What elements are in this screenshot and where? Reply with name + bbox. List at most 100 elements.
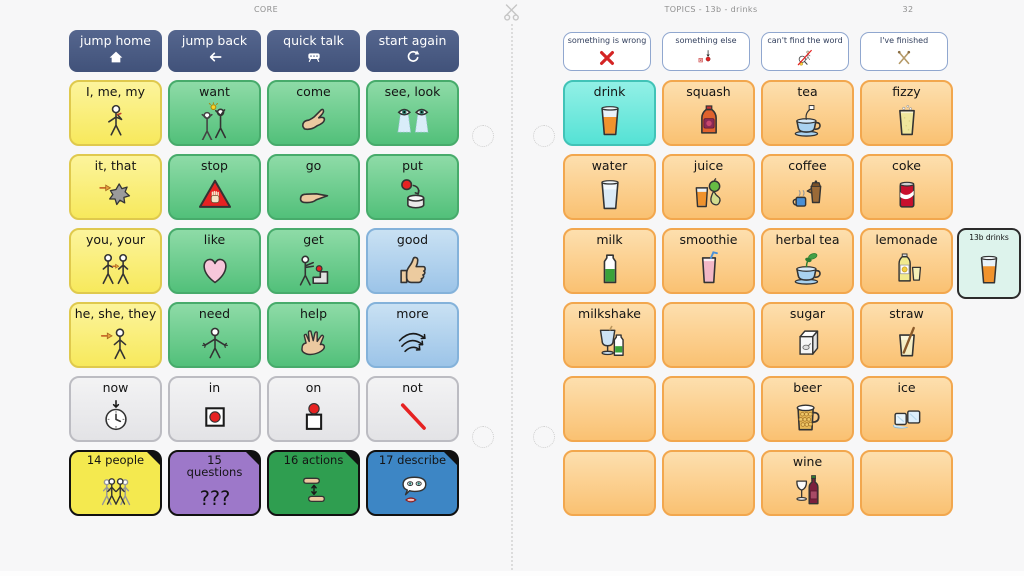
cell-label: need bbox=[198, 306, 231, 321]
cell-label: it, that bbox=[94, 158, 137, 173]
nav-button-label: quick talk bbox=[283, 32, 344, 48]
cell-it-that[interactable]: it, that bbox=[69, 154, 162, 220]
cell-herbal-tea[interactable]: herbal tea bbox=[761, 228, 854, 294]
eyes-icon bbox=[397, 108, 428, 133]
sugar-box-icon bbox=[798, 330, 818, 355]
cell-label: not bbox=[402, 380, 423, 395]
milk-bottle-icon bbox=[603, 254, 616, 284]
undo-icon bbox=[407, 50, 419, 63]
cell-need[interactable]: need bbox=[168, 302, 261, 368]
cell-label: drink bbox=[593, 84, 626, 99]
nav-button-start-again[interactable]: start again bbox=[366, 30, 459, 72]
cell-squash[interactable]: squash bbox=[662, 80, 755, 146]
cell-label: smoothie bbox=[679, 232, 738, 247]
cell-stop[interactable]: stop bbox=[168, 154, 261, 220]
topic-tab-13b-drinks[interactable]: 13b drinks bbox=[957, 228, 1021, 299]
cell-on[interactable]: on bbox=[267, 376, 360, 442]
cell-good[interactable]: good bbox=[366, 228, 459, 294]
cell-label: go bbox=[305, 158, 322, 173]
cell-label: I, me, my bbox=[85, 84, 146, 99]
right-panel-title: TOPICS - 13b - drinks bbox=[664, 5, 758, 14]
cell-not[interactable]: not bbox=[366, 376, 459, 442]
nav-button-quick-talk[interactable]: quick talk bbox=[267, 30, 360, 72]
person-self-icon bbox=[107, 104, 122, 136]
cell-17-describe[interactable]: 17 describe bbox=[366, 450, 459, 516]
message-button-i-ve-finished[interactable]: I've finished bbox=[860, 32, 948, 71]
cell-label: juice bbox=[693, 158, 724, 173]
straw-glass-icon bbox=[898, 326, 915, 357]
cell-water[interactable]: water bbox=[563, 154, 656, 220]
cell-14-people[interactable]: 14 people bbox=[69, 450, 162, 516]
cell-he-she-they[interactable]: he, she, they bbox=[69, 302, 162, 368]
cell-get[interactable]: get bbox=[267, 228, 360, 294]
cell-milkshake[interactable]: milkshake bbox=[563, 302, 656, 368]
cell-in[interactable]: in bbox=[168, 376, 261, 442]
message-button-something-is-wrong[interactable]: something is wrong bbox=[563, 32, 651, 71]
cell-label: tea bbox=[797, 84, 818, 99]
arrow-left-icon bbox=[209, 52, 221, 62]
page-count: 32 bbox=[902, 5, 914, 14]
cell-help[interactable]: help bbox=[267, 302, 360, 368]
empty-cell bbox=[563, 450, 656, 516]
core-grid: I, me, my want come see, look it, that stop go… bbox=[69, 80, 459, 516]
cell-fizzy[interactable]: fizzy bbox=[860, 80, 953, 146]
cell-come[interactable]: come bbox=[267, 80, 360, 146]
cell-smoothie[interactable]: smoothie bbox=[662, 228, 755, 294]
cell-label: in bbox=[208, 380, 221, 395]
cell-now[interactable]: now bbox=[69, 376, 162, 442]
message-button-label: can't find the word bbox=[767, 36, 843, 45]
punch-hole bbox=[533, 125, 555, 147]
topic-tab-label: 13b drinks bbox=[969, 233, 1009, 242]
cell-wine[interactable]: wine bbox=[761, 450, 854, 516]
nav-button-jump-back[interactable]: jump back bbox=[168, 30, 261, 72]
cell-label: stop bbox=[201, 158, 228, 173]
cell-juice[interactable]: juice bbox=[662, 154, 755, 220]
need-figure-icon bbox=[201, 327, 228, 359]
cell-want[interactable]: want bbox=[168, 80, 261, 146]
cell-label: lemonade bbox=[875, 232, 938, 247]
cell-16-actions[interactable]: 16 actions bbox=[267, 450, 360, 516]
cell-15-questions[interactable]: 15 questions??? bbox=[168, 450, 261, 516]
cell-label: you, your bbox=[85, 232, 146, 247]
cell-coke[interactable]: coke bbox=[860, 154, 953, 220]
cell-label: herbal tea bbox=[775, 232, 840, 247]
cell-like[interactable]: like bbox=[168, 228, 261, 294]
cell-straw[interactable]: straw bbox=[860, 302, 953, 368]
put-ball-icon bbox=[400, 179, 424, 209]
topics-message-row: something is wrong something else can't fi… bbox=[563, 32, 953, 71]
heart-icon bbox=[202, 258, 227, 284]
cell-more[interactable]: more bbox=[366, 302, 459, 368]
point-star-icon bbox=[98, 183, 130, 206]
nav-button-jump-home[interactable]: jump home bbox=[69, 30, 162, 72]
cell-ice[interactable]: ice bbox=[860, 376, 953, 442]
describe-face-icon bbox=[401, 476, 426, 503]
nav-button-label: jump back bbox=[181, 32, 248, 48]
else-misc-icon bbox=[698, 49, 711, 62]
point-person-icon bbox=[100, 328, 126, 360]
cell-sugar[interactable]: sugar bbox=[761, 302, 854, 368]
cell-tea[interactable]: tea bbox=[761, 80, 854, 146]
cell-you-your[interactable]: you, your bbox=[69, 228, 162, 294]
cell-put[interactable]: put bbox=[366, 154, 459, 220]
lemonade-bottle-icon bbox=[897, 253, 921, 282]
glass-orange-icon bbox=[600, 106, 619, 136]
message-button-something-else[interactable]: something else bbox=[662, 32, 750, 71]
juice-fruits-icon bbox=[695, 178, 721, 208]
cell-coffee[interactable]: coffee bbox=[761, 154, 854, 220]
cell-lemonade[interactable]: lemonade bbox=[860, 228, 953, 294]
left-panel-title: CORE bbox=[253, 5, 279, 14]
cell-see-look[interactable]: see, look bbox=[366, 80, 459, 146]
cell-label: 14 people bbox=[86, 453, 145, 467]
cell-go[interactable]: go bbox=[267, 154, 360, 220]
message-button-can-t-find-the-word[interactable]: can't find the word bbox=[761, 32, 849, 71]
cell-i-me-my[interactable]: I, me, my bbox=[69, 80, 162, 146]
core-nav-row: jump home jump back quick talk start again bbox=[69, 30, 459, 72]
cell-label: coffee bbox=[788, 158, 827, 173]
cell-milk[interactable]: milk bbox=[563, 228, 656, 294]
page-edge bbox=[0, 571, 1024, 576]
topics-grid: drink squash tea fizzy water juice coffee coke m… bbox=[563, 80, 953, 516]
cell-beer[interactable]: beer bbox=[761, 376, 854, 442]
more-arrows-icon bbox=[398, 332, 426, 353]
cell-drink[interactable]: drink bbox=[563, 80, 656, 146]
water-glass-icon bbox=[600, 180, 619, 210]
